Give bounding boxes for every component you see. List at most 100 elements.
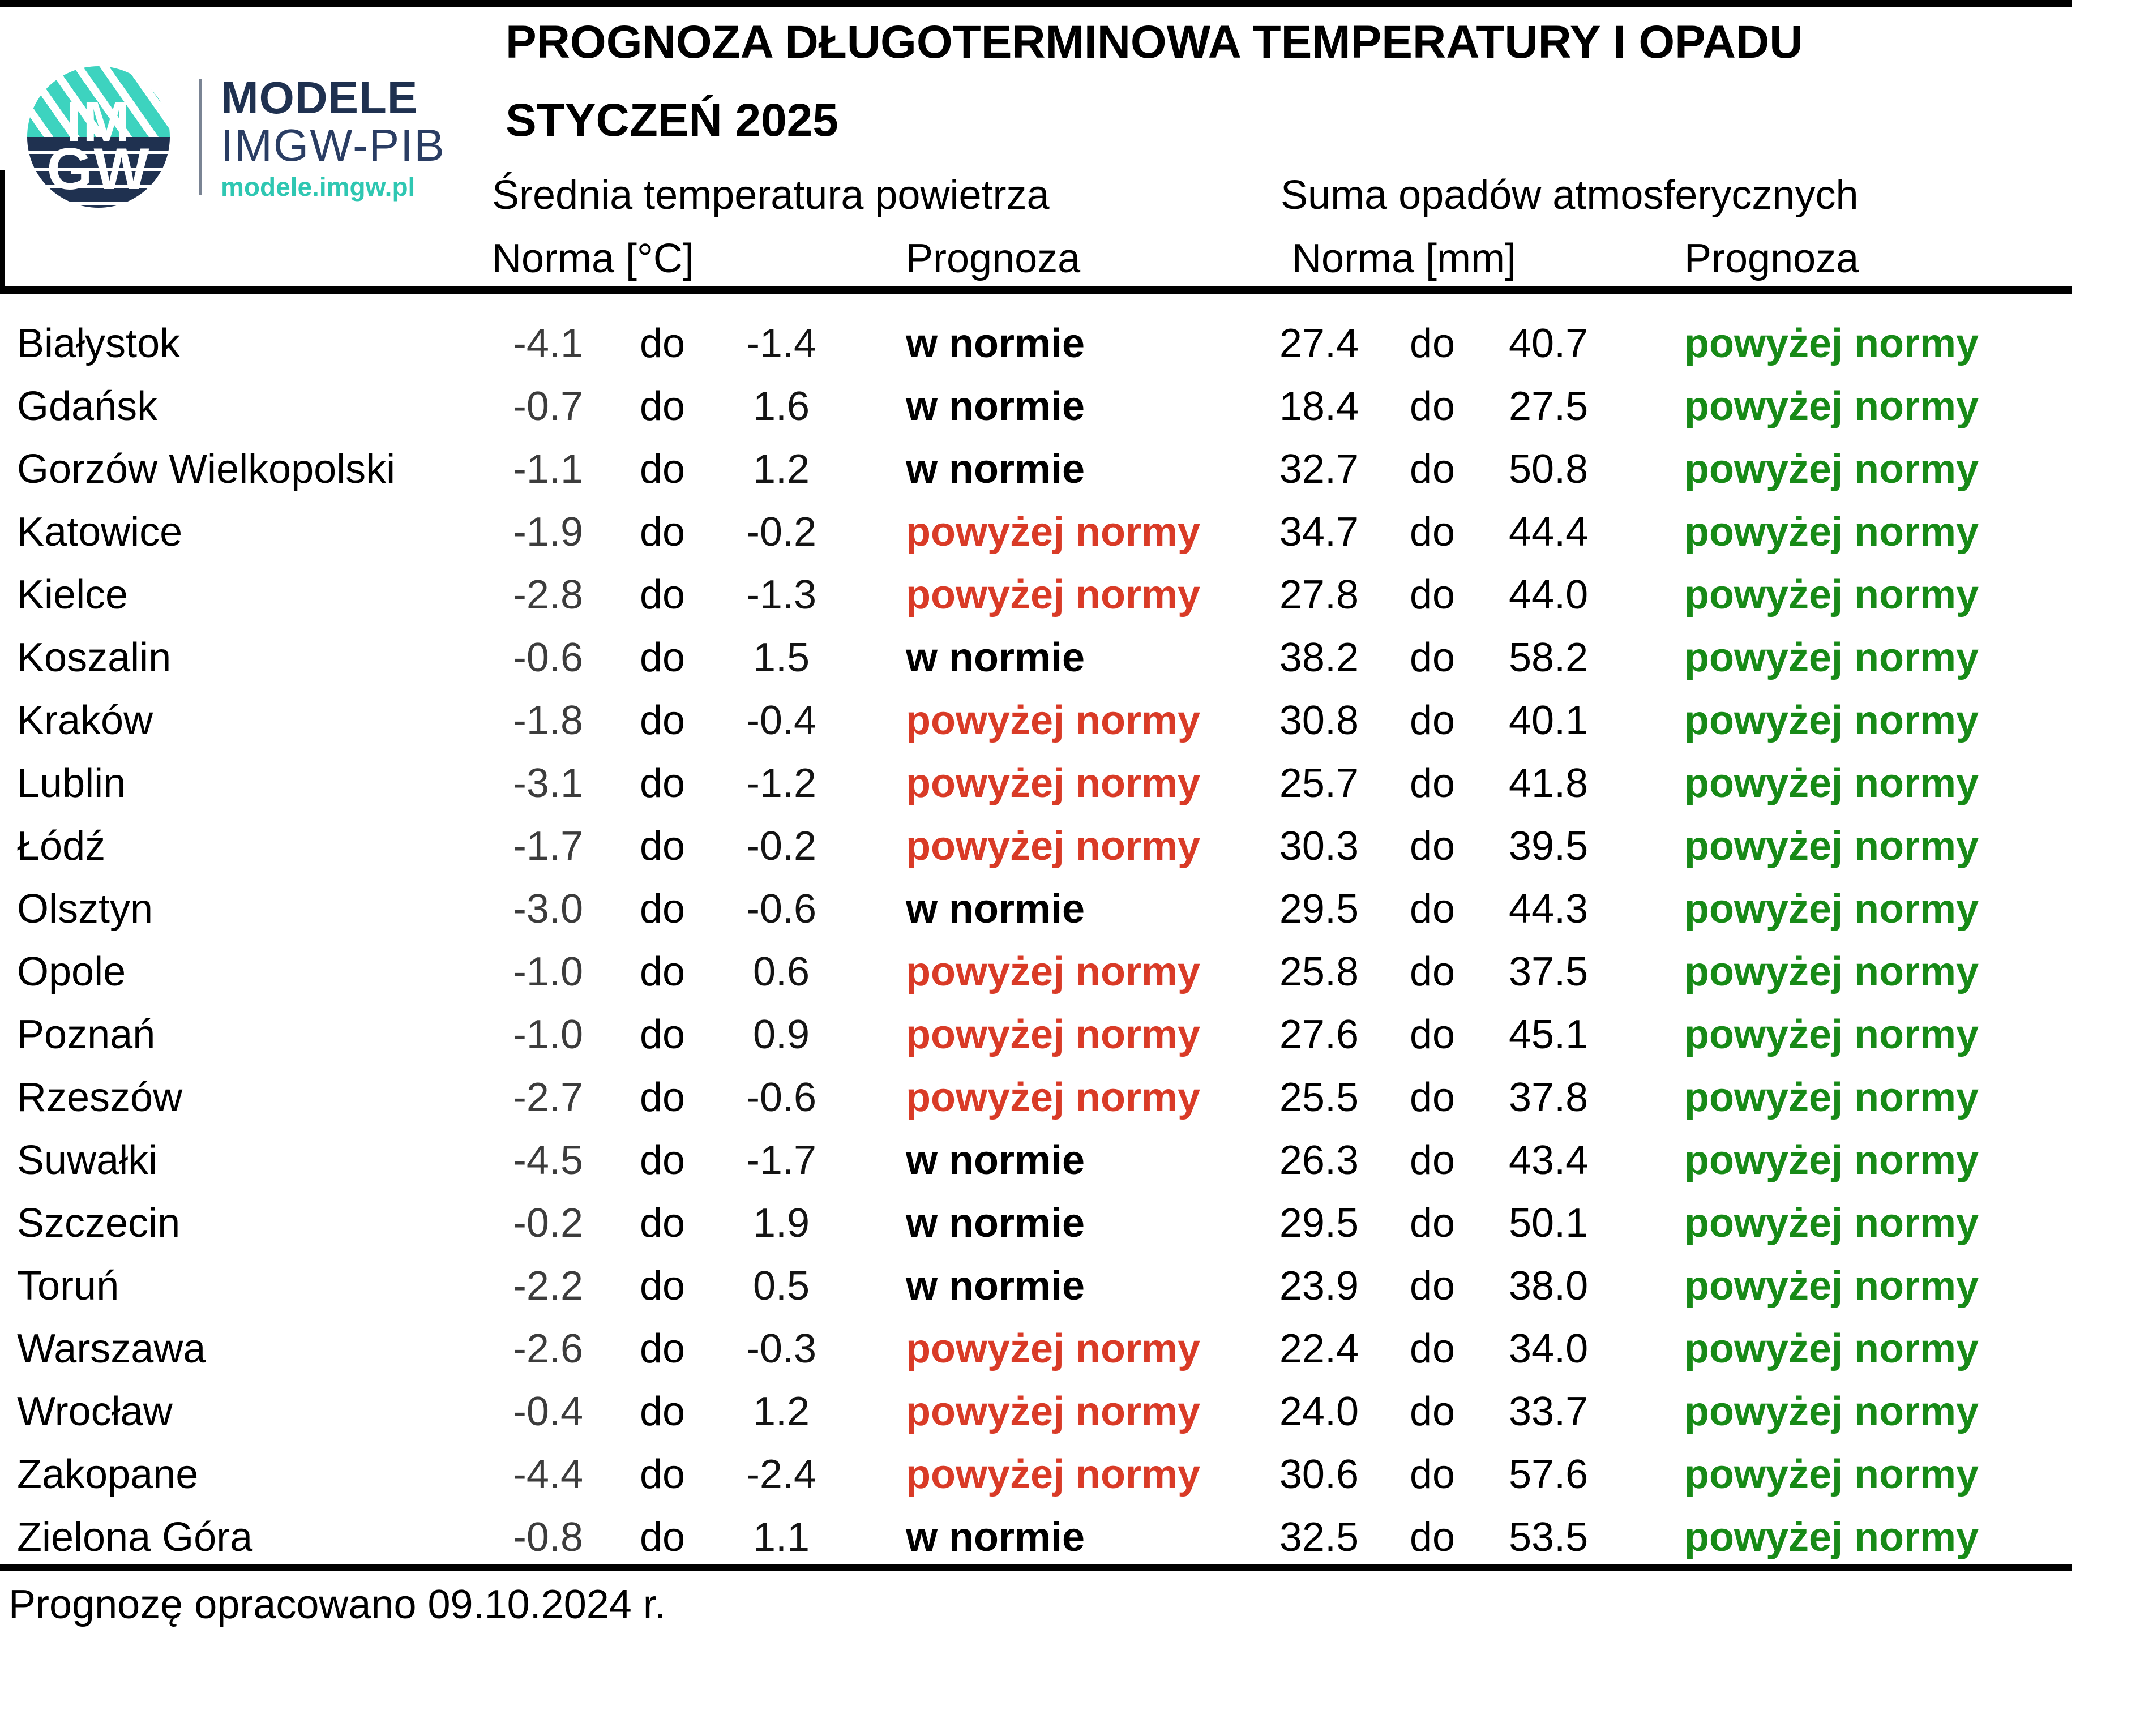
precip-norm-high: 53.5 — [1509, 1515, 1589, 1560]
temp-norm-high: -0.2 — [746, 824, 817, 869]
temp-forecast: w normie — [906, 321, 1085, 366]
temp-forecast: powyżej normy — [906, 1452, 1201, 1497]
precip-forecast-column-header: Prognoza — [1684, 236, 1859, 281]
precip-norm-low: 27.8 — [1279, 572, 1359, 618]
logo-brand-modele: MODELE — [221, 72, 418, 123]
table-row: Suwałki -4.5 do -1.7 w normie 26.3 do 43.4 powyż… — [0, 1129, 2140, 1192]
do-word: do — [639, 635, 686, 680]
do-word: do — [1409, 509, 1456, 555]
table-row: Łódź -1.7 do -0.2 powyżej normy 30.3 do 39.5 pow… — [0, 815, 2140, 878]
precip-forecast: powyżej normy — [1684, 447, 1979, 492]
precip-norm-high: 50.8 — [1509, 447, 1589, 492]
temp-norm-low: -1.0 — [512, 949, 583, 995]
precip-norm-high: 27.5 — [1509, 384, 1589, 429]
precip-norm-low: 38.2 — [1279, 635, 1359, 680]
precip-norm-low: 29.5 — [1279, 1201, 1359, 1246]
table-row: Zakopane -4.4 do -2.4 powyżej normy 30.6 do 57.… — [0, 1443, 2140, 1506]
do-word: do — [1409, 1263, 1456, 1309]
do-word: do — [639, 1515, 686, 1560]
temp-forecast: powyżej normy — [906, 824, 1201, 869]
temp-norm-low: -0.6 — [512, 635, 583, 680]
temp-norm-high: -1.7 — [746, 1138, 817, 1183]
precip-norm-low: 32.7 — [1279, 447, 1359, 492]
logo-letters-im: IM — [66, 90, 131, 153]
logo-divider — [199, 79, 202, 195]
page-subtitle: STYCZEŃ 2025 — [506, 95, 838, 146]
logo-teal-stripes — [27, 66, 170, 137]
precip-forecast: powyżej normy — [1684, 698, 1979, 743]
city-name: Kielce — [17, 572, 129, 618]
forecast-table: Białystok -4.1 do -1.4 w normie 27.4 do 40.7 pow… — [0, 312, 2140, 1569]
do-word: do — [639, 321, 686, 366]
temp-norm-low: -4.1 — [512, 321, 583, 366]
do-word: do — [1409, 447, 1456, 492]
city-name: Szczecin — [17, 1201, 181, 1246]
table-row: Wrocław -0.4 do 1.2 powyżej normy 24.0 do 33.7 p… — [0, 1381, 2140, 1443]
do-word: do — [639, 447, 686, 492]
temp-norm-low: -0.7 — [512, 384, 583, 429]
precip-norm-high: 58.2 — [1509, 635, 1589, 680]
do-word: do — [1409, 1138, 1456, 1183]
table-row: Olsztyn -3.0 do -0.6 w normie 29.5 do 44.3 powyż… — [0, 878, 2140, 941]
precip-forecast: powyżej normy — [1684, 509, 1979, 555]
city-name: Koszalin — [17, 635, 172, 680]
temp-forecast: powyżej normy — [906, 572, 1201, 618]
city-name: Rzeszów — [17, 1075, 183, 1120]
precip-norm-column-header: Norma [mm] — [1292, 236, 1516, 281]
temp-forecast: powyżej normy — [906, 1326, 1201, 1371]
precip-norm-high: 44.3 — [1509, 886, 1589, 932]
temp-norm-high: 0.5 — [752, 1263, 810, 1309]
city-name: Olsztyn — [17, 886, 153, 932]
city-name: Toruń — [17, 1263, 119, 1309]
temp-forecast: w normie — [906, 1263, 1085, 1309]
temp-norm-low: -1.9 — [512, 509, 583, 555]
temp-forecast: w normie — [906, 1138, 1085, 1183]
temp-forecast: w normie — [906, 447, 1085, 492]
do-word: do — [1409, 761, 1456, 806]
do-word: do — [639, 1138, 686, 1183]
city-name: Kraków — [17, 698, 153, 743]
temp-forecast: powyżej normy — [906, 949, 1201, 995]
temp-forecast: w normie — [906, 1515, 1085, 1560]
precip-forecast: powyżej normy — [1684, 384, 1979, 429]
precip-norm-low: 30.6 — [1279, 1452, 1359, 1497]
do-word: do — [1409, 1075, 1456, 1120]
temp-norm-high: -1.3 — [746, 572, 817, 618]
precip-norm-low: 27.6 — [1279, 1012, 1359, 1057]
temp-norm-high: 0.6 — [752, 949, 810, 995]
temp-norm-high: 1.9 — [752, 1201, 810, 1246]
precip-norm-high: 43.4 — [1509, 1138, 1589, 1183]
temp-norm-low: -3.0 — [512, 886, 583, 932]
precip-norm-high: 40.7 — [1509, 321, 1589, 366]
do-word: do — [1409, 698, 1456, 743]
footer-divider-rule — [0, 1564, 2072, 1571]
header-divider-rule — [0, 286, 2072, 294]
precip-norm-low: 18.4 — [1279, 384, 1359, 429]
do-word: do — [1409, 949, 1456, 995]
do-word: do — [639, 886, 686, 932]
city-name: Zakopane — [17, 1452, 199, 1497]
precip-forecast: powyżej normy — [1684, 1515, 1979, 1560]
do-word: do — [639, 761, 686, 806]
precip-forecast: powyżej normy — [1684, 572, 1979, 618]
precip-forecast: powyżej normy — [1684, 1201, 1979, 1246]
imgw-logo-icon: IM GW — [27, 66, 170, 208]
precip-norm-low: 25.5 — [1279, 1075, 1359, 1120]
do-word: do — [639, 698, 686, 743]
temp-norm-high: 0.9 — [752, 1012, 810, 1057]
precip-norm-low: 25.7 — [1279, 761, 1359, 806]
table-row: Poznań -1.0 do 0.9 powyżej normy 27.6 do 45.1 po… — [0, 1004, 2140, 1066]
city-name: Białystok — [17, 321, 181, 366]
city-name: Wrocław — [17, 1389, 173, 1434]
table-row: Katowice -1.9 do -0.2 powyżej normy 34.7 do 44.… — [0, 501, 2140, 564]
table-row: Kielce -2.8 do -1.3 powyżej normy 27.8 do 44.0 p… — [0, 564, 2140, 627]
precip-norm-high: 57.6 — [1509, 1452, 1589, 1497]
precip-forecast: powyżej normy — [1684, 1012, 1979, 1057]
do-word: do — [1409, 321, 1456, 366]
do-word: do — [1409, 1515, 1456, 1560]
footer-note: Prognozę opracowano 09.10.2024 r. — [8, 1582, 666, 1627]
city-name: Zielona Góra — [17, 1515, 253, 1560]
logo-navy-stripes — [27, 137, 170, 208]
temp-norm-high: -0.6 — [746, 886, 817, 932]
temp-norm-low: -2.2 — [512, 1263, 583, 1309]
